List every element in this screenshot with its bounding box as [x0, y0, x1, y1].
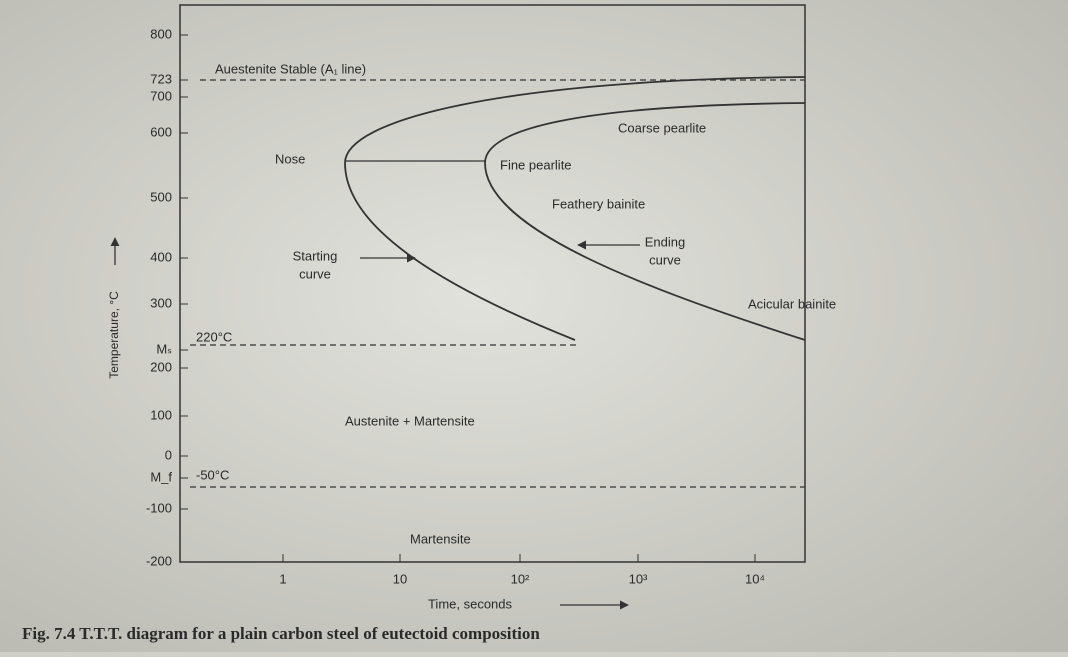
annotation: Nose [275, 151, 305, 166]
annotation: -50°C [196, 467, 229, 482]
annotation: Coarse pearlite [618, 120, 706, 135]
x-tick-label: 10 [393, 571, 407, 586]
y-tick-label: 100 [150, 407, 172, 422]
starting-curve [344, 76, 806, 341]
annotation: curve [299, 266, 331, 281]
y-tick-label: 400 [150, 249, 172, 264]
y-tick-label: -200 [146, 553, 172, 568]
y-tick-label: Mₛ [156, 341, 172, 356]
x-tick-label: 10³ [629, 571, 648, 586]
x-tick-label: 10² [511, 571, 530, 586]
annotation: Austenite + Martensite [345, 413, 475, 428]
y-tick-label: 600 [150, 124, 172, 139]
y-tick-label: 300 [150, 295, 172, 310]
x-tick-label: 1 [279, 571, 286, 586]
y-axis-label: Temperature, °C [107, 291, 121, 379]
y-tick-label: M_f [150, 469, 172, 484]
y-tick-label: 700 [150, 88, 172, 103]
annotation: Feathery bainite [552, 196, 645, 211]
y-tick-label: 0 [165, 447, 172, 462]
annotation: Ending [645, 234, 685, 249]
y-tick-label: 723 [150, 71, 172, 86]
annotation: curve [649, 252, 681, 267]
x-tick-label: 10⁴ [745, 571, 765, 586]
y-tick-label: -100 [146, 500, 172, 515]
x-axis-label: Time, seconds [428, 596, 513, 611]
ending-curve [484, 102, 806, 341]
annotation: Starting [293, 248, 338, 263]
y-tick-label: 500 [150, 189, 172, 204]
annotation: Acicular bainite [748, 296, 836, 311]
caption: Fig. 7.4 T.T.T. diagram for a plain carb… [22, 624, 540, 643]
annotation: Fine pearlite [500, 157, 572, 172]
annotation: Auestenite Stable (A₁ line) [215, 61, 366, 76]
annotation: 220°C [196, 329, 232, 344]
plot-frame [179, 4, 806, 563]
y-tick-label: 200 [150, 359, 172, 374]
y-tick-label: 800 [150, 26, 172, 41]
annotation: Martensite [410, 531, 471, 546]
